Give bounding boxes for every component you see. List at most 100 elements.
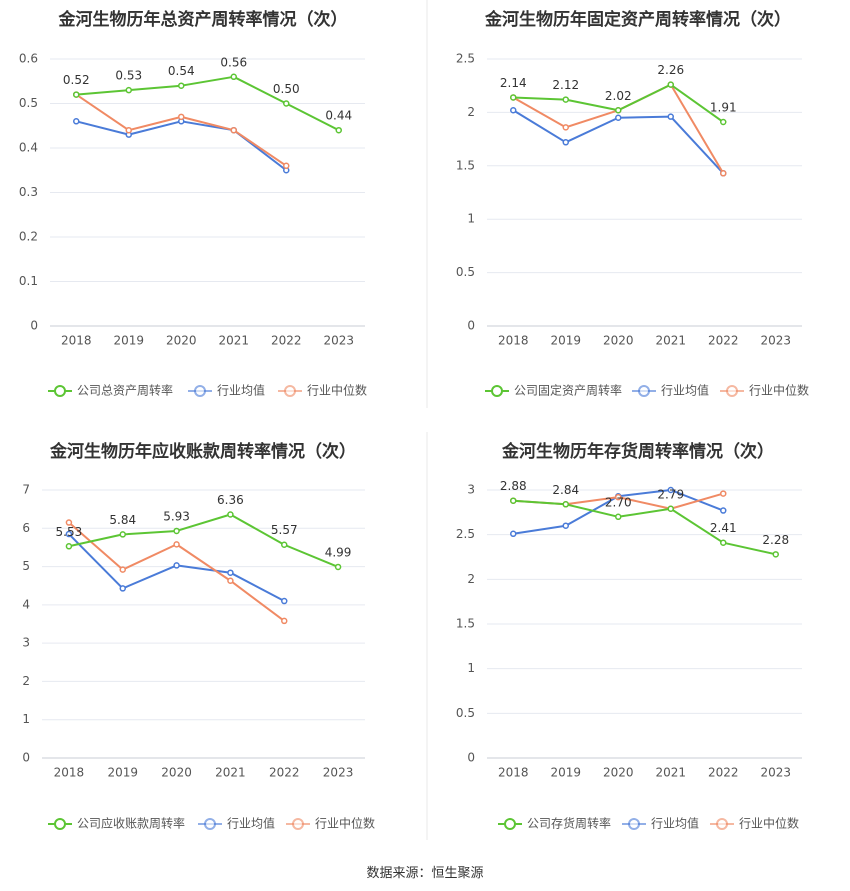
data-point <box>173 562 180 569</box>
y-tick-label: 0 <box>467 319 475 333</box>
data-label: 5.84 <box>109 513 136 527</box>
y-tick-label: 2 <box>467 105 475 119</box>
legend-item: 行业中位数 <box>286 816 375 831</box>
chart-panel-4: 金河生物历年存货周转率情况（次） 0 0.5 1 1.5 2 2.5 3 2018 2019 202… <box>456 441 802 831</box>
y-tick-label: 2 <box>467 572 475 586</box>
data-point <box>227 577 234 584</box>
data-point <box>510 530 517 538</box>
x-tick-label: 2020 <box>603 334 634 348</box>
legend-label: 行业均值 <box>217 383 265 398</box>
data-point <box>178 82 185 89</box>
legend-marker-icon <box>54 818 66 830</box>
legend-item: 行业均值 <box>198 816 275 831</box>
series-line-company <box>68 513 339 568</box>
y-tick-label: 0.5 <box>456 706 475 720</box>
data-label: 0.44 <box>325 109 352 123</box>
x-tick-label: 2020 <box>166 334 197 348</box>
series-line-company <box>513 499 776 556</box>
data-point <box>562 139 569 146</box>
x-tick-label: 2018 <box>61 334 92 348</box>
x-tick-label: 2022 <box>708 334 739 348</box>
legend-label: 行业中位数 <box>307 383 367 398</box>
data-point <box>720 539 727 546</box>
data-label: 2.41 <box>710 521 737 535</box>
data-label: 0.53 <box>115 69 142 83</box>
y-tick-label: 0.6 <box>19 52 38 66</box>
x-tick-label: 2021 <box>215 766 246 780</box>
data-point <box>510 94 517 101</box>
data-point <box>281 617 288 625</box>
data-point <box>562 96 569 103</box>
data-point <box>173 541 180 548</box>
y-tick-label: 4 <box>22 597 30 611</box>
data-label: 2.28 <box>762 533 789 547</box>
data-point <box>562 501 569 508</box>
chart-title: 金河生物历年总资产周转率情况（次） <box>58 9 348 30</box>
data-point <box>615 493 622 501</box>
data-point <box>119 531 126 538</box>
data-point <box>230 126 237 134</box>
data-label: 2.79 <box>657 487 684 501</box>
series-line-industry-median <box>68 521 285 622</box>
y-tick-label: 0.5 <box>19 96 38 110</box>
x-tick-label: 2022 <box>708 766 739 780</box>
data-point <box>667 81 674 88</box>
chart-panel-1: 金河生物历年总资产周转率情况（次） 0 0.1 0.2 0.3 0.4 0.5 0.6 2018… <box>19 9 367 398</box>
x-tick-label: 2023 <box>323 334 354 348</box>
data-label: 2.26 <box>657 63 684 77</box>
data-point <box>615 107 622 114</box>
legend-marker-icon <box>204 818 216 830</box>
legend-label: 公司固定资产周转率 <box>514 383 622 398</box>
data-label: 2.88 <box>500 479 527 493</box>
legend-label: 行业中位数 <box>749 383 809 398</box>
data-label: 2.14 <box>500 76 527 90</box>
y-tick-label: 7 <box>22 483 30 497</box>
legend-marker-icon <box>194 385 206 397</box>
chart-panel-3: 金河生物历年应收账款周转率情况（次） 0 1 2 3 4 5 6 7 2018 2019 2020 20… <box>22 441 375 831</box>
data-point <box>65 519 73 526</box>
data-point <box>720 118 727 126</box>
legend-item: 公司应收账款周转率 <box>48 816 185 831</box>
y-tick-label: 1.5 <box>456 158 475 172</box>
y-tick-label: 0 <box>467 751 475 765</box>
data-point <box>65 530 73 538</box>
chart-title: 金河生物历年应收账款周转率情况（次） <box>49 441 356 462</box>
data-label: 0.50 <box>273 82 300 96</box>
data-label: 6.36 <box>217 493 244 507</box>
chart-panel-2: 金河生物历年固定资产周转率情况（次） 0 0.5 1 1.5 2 2.5 2018 2019 20… <box>456 9 809 398</box>
data-point <box>119 585 126 592</box>
y-tick-label: 3 <box>467 483 475 497</box>
legend-marker-icon <box>726 385 738 397</box>
data-label: 2.12 <box>552 78 579 92</box>
legend-label: 公司总资产周转率 <box>77 383 173 398</box>
chart-title: 金河生物历年固定资产周转率情况（次） <box>484 9 791 30</box>
data-label: 5.57 <box>271 523 298 537</box>
legend-item: 行业中位数 <box>720 383 809 398</box>
data-point <box>227 569 234 576</box>
y-tick-label: 1 <box>467 661 475 675</box>
x-tick-label: 2019 <box>550 766 581 780</box>
x-tick-label: 2023 <box>323 766 354 780</box>
legend-marker-icon <box>284 385 296 397</box>
series-line-company <box>76 75 340 132</box>
data-point <box>720 507 727 514</box>
y-tick-label: 6 <box>22 521 30 535</box>
x-tick-label: 2021 <box>655 334 686 348</box>
data-point <box>281 597 288 605</box>
data-point <box>73 91 80 98</box>
data-point <box>510 107 517 114</box>
data-point <box>667 486 674 494</box>
data-label: 2.02 <box>605 89 632 103</box>
data-label: 0.54 <box>168 64 195 78</box>
legend-label: 公司应收账款周转率 <box>77 816 185 831</box>
y-tick-label: 1 <box>467 212 475 226</box>
data-point <box>510 497 517 504</box>
x-tick-label: 2020 <box>603 766 634 780</box>
x-tick-label: 2021 <box>218 334 249 348</box>
data-point <box>65 543 73 550</box>
legend-marker-icon <box>716 818 728 830</box>
y-tick-label: 1.5 <box>456 617 475 631</box>
data-label: 1.91 <box>710 101 737 115</box>
y-tick-label: 0.1 <box>19 274 38 288</box>
